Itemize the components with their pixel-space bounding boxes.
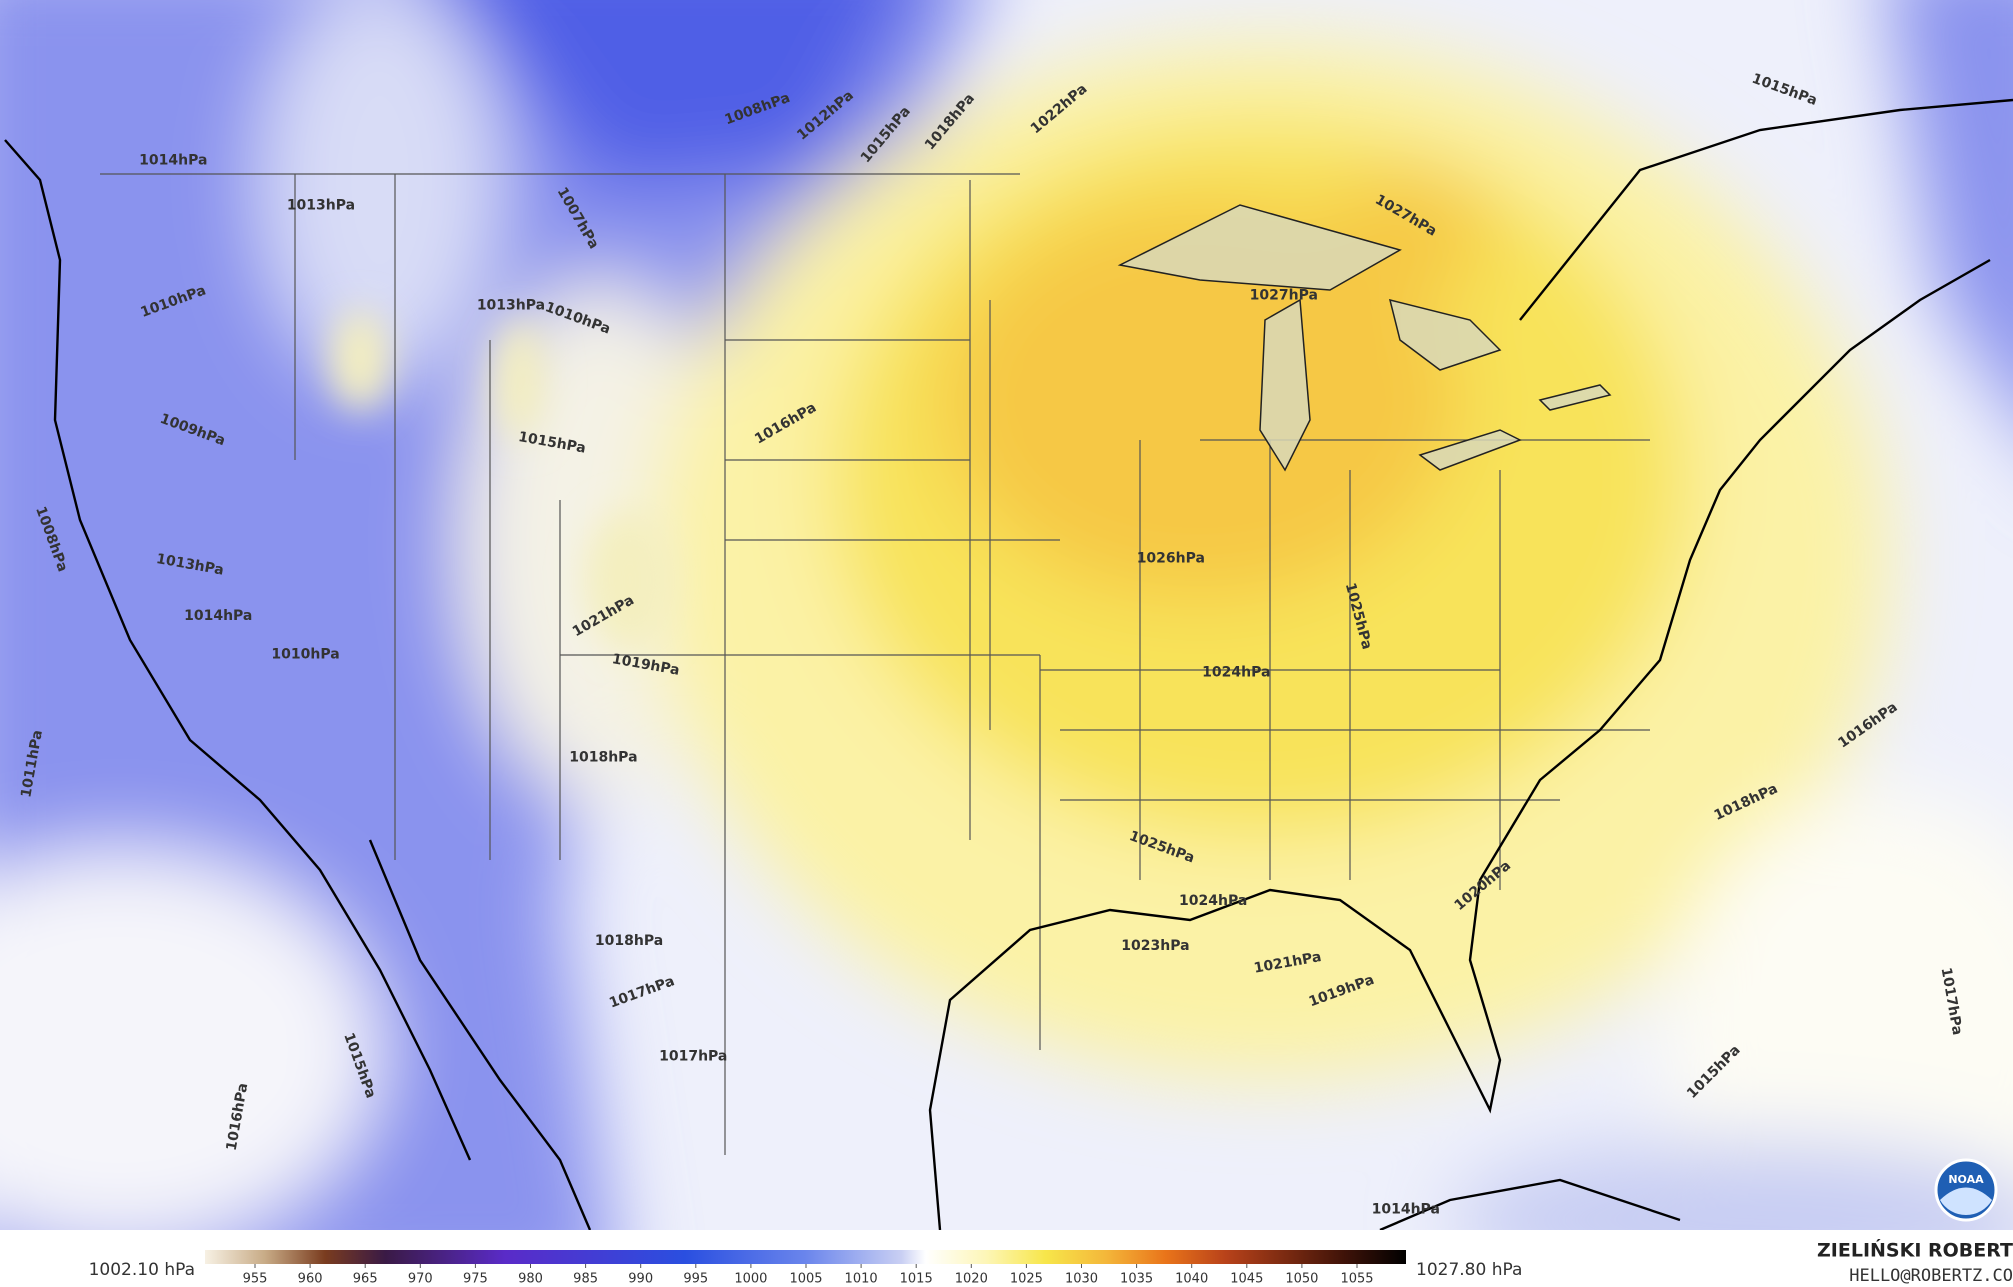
colorbar-tick-label: 1005 (789, 1272, 822, 1287)
contour-label: 1014hPa (184, 608, 252, 624)
colorbar-ticks: 955 960 965 970 975 980 985 990 995 1000 1005 1010 1… (243, 1264, 1374, 1287)
noaa-logo: NOAA (1934, 1158, 1998, 1222)
contour-label: 1026hPa (1137, 550, 1205, 566)
contour-label: 1024hPa (1179, 893, 1247, 909)
colorbar-tick-label: 975 (463, 1272, 488, 1287)
colorbar-tick-label: 1045 (1230, 1272, 1263, 1287)
credit-name: ZIELIŃSKI ROBERT (1817, 1239, 2013, 1262)
contour-label: 1014hPa (1372, 1201, 1440, 1217)
contour-label: 1023hPa (1121, 938, 1189, 954)
terrain-highs (330, 310, 675, 650)
colorbar-tick-label: 960 (298, 1272, 323, 1287)
colorbar-tick-label: 955 (243, 1272, 268, 1287)
colorbar-tick-label: 1010 (845, 1272, 878, 1287)
colorbar (205, 1250, 1406, 1264)
colorbar-tick-label: 1020 (955, 1272, 988, 1287)
contour-label: 1018hPa (569, 749, 637, 765)
great-lakes (1117, 204, 1612, 472)
credit-email: HELLO@ROBERTZ.CO (1849, 1266, 2013, 1286)
colorbar-tick-label: 1000 (734, 1272, 767, 1287)
colorbar-tick-label: 1040 (1175, 1272, 1208, 1287)
colorbar-min-label: 1002.10 hPa (89, 1260, 195, 1280)
colorbar-tick-label: 1015 (900, 1272, 933, 1287)
colorbar-tick-label: 980 (518, 1272, 543, 1287)
colorbar-tick-label: 965 (353, 1272, 378, 1287)
colorbar-tick-label: 1055 (1340, 1272, 1373, 1287)
colorbar-tick-label: 985 (573, 1272, 598, 1287)
contour-label: 1014hPa (139, 152, 207, 168)
contour-label: 1013hPa (287, 197, 355, 213)
contour-label: 1013hPa (477, 298, 545, 314)
colorbar-tick-label: 1030 (1065, 1272, 1098, 1287)
state-borders (100, 173, 1650, 1155)
colorbar-tick-label: 990 (628, 1272, 653, 1287)
contour-label: 1010hPa (271, 647, 339, 663)
contour-label: 1027hPa (1250, 287, 1318, 303)
contour-label: 1024hPa (1202, 665, 1270, 681)
colorbar-max-label: 1027.80 hPa (1416, 1260, 1522, 1280)
colorbar-tick-label: 1050 (1285, 1272, 1318, 1287)
colorbar-tick-label: 995 (683, 1272, 708, 1287)
contour-label: 1017hPa (659, 1049, 727, 1065)
contour-label: 1018hPa (595, 933, 663, 949)
colorbar-tick-label: 1025 (1010, 1272, 1043, 1287)
colorbar-tick-label: 1035 (1120, 1272, 1153, 1287)
logo-text: NOAA (1948, 1173, 1984, 1186)
colorbar-tick-label: 970 (408, 1272, 433, 1287)
coastlines (4, 98, 2013, 1230)
